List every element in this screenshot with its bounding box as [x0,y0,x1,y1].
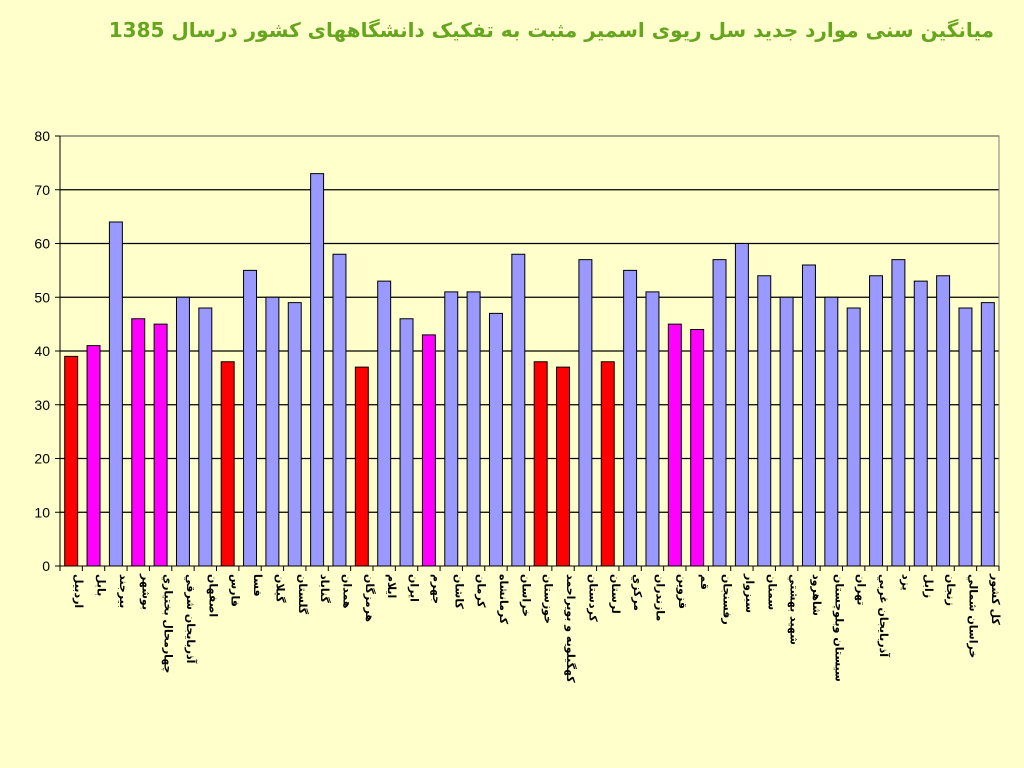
bar [421,334,436,567]
bar [958,307,973,567]
x-tick-label: هرمزگان [363,574,376,622]
bar [64,355,79,567]
bar [667,323,682,567]
bar [645,291,660,567]
x-tick-label: خراسان شمالي [966,574,979,658]
x-tick-label: فسا [251,574,264,597]
bar [779,296,794,567]
x-tick-label: آذربايجان غربي [877,574,891,657]
x-tick-label: ايلام [385,574,398,598]
y-tick-label: 80 [34,128,50,144]
bar [578,259,593,567]
x-tick-label: كل كشور [989,573,1002,625]
bar [712,259,727,567]
x-tick-label: سيستان وبلوچستان [832,574,845,682]
bar [354,366,369,567]
x-tick-label: چهارمحال بختياري [162,574,175,673]
x-tick-label: كهگيلويه و بويراحمد [564,574,577,683]
x-tick-label: گلستان [296,574,309,615]
x-tick-label: كرمانشاه [497,574,510,625]
x-tick-label: سبزوار [743,573,756,613]
x-tick-label: بابل [95,574,108,596]
x-tick-label: گيلان [273,574,286,603]
bar [936,275,951,567]
x-tick-label: جهرم [430,574,443,604]
bar [332,253,347,567]
x-tick-label: شاهرود [810,574,823,616]
bar [734,243,749,567]
x-tick-label: يزد [899,574,912,591]
bar [377,280,392,567]
bar [243,269,258,567]
bar [690,329,705,567]
bar [801,264,816,567]
bar [466,291,481,567]
x-axis: اردبيل بابل بيرجند بوشهر چهارمحال بختياري آذر… [59,565,1002,683]
bar [287,302,302,567]
y-tick-label: 60 [34,236,50,252]
x-tick-label: زنجان [944,574,957,606]
bar [511,253,526,567]
bar [623,269,638,567]
bar [869,275,884,567]
bar [488,312,503,567]
bar [980,302,995,567]
y-tick-label: 70 [34,182,50,198]
x-tick-label: قزوين [676,574,689,609]
x-tick-label: فارس [229,574,242,607]
x-tick-label: رفسنجان [721,574,734,625]
y-tick-label: 30 [34,397,50,413]
x-tick-label: لرستان [609,574,622,614]
x-tick-label: ايران [408,574,421,602]
x-tick-label: شهيد بهشتي [788,574,801,645]
x-tick-label: تهران [855,574,868,605]
x-tick-label: بيرجند [117,574,130,608]
x-tick-label: گناباد [318,574,331,604]
x-tick-label: قم [698,574,711,590]
bars [64,173,995,567]
bar [846,307,861,567]
x-tick-label: آذربايجان شرقي [184,574,198,664]
y-tick-label: 20 [34,451,50,467]
x-tick-label: اصفهان [206,574,219,617]
x-tick-label: زابل [922,574,935,598]
x-tick-label: كاشان [452,574,465,609]
bar [600,361,615,567]
x-tick-label: همدان [340,574,353,609]
x-tick-label: مازندران [653,574,666,621]
x-tick-label: مركزي [631,574,644,611]
x-tick-label: كردستان [586,574,599,622]
bar [153,323,168,567]
bar [757,275,772,567]
bar [220,361,235,567]
y-tick-label: 40 [34,343,50,359]
bar [175,296,190,567]
bar [198,307,213,567]
y-axis: 0 10 20 30 40 50 60 70 80 [34,128,61,574]
bar [891,259,906,567]
x-tick-label: كرمان [475,574,488,608]
bar [108,221,123,567]
bar [310,173,325,567]
bar [265,296,280,567]
x-tick-label: بوشهر [139,573,152,610]
x-tick-label: سمنان [765,574,778,610]
bar [533,361,548,567]
x-tick-label: خراسان [519,574,532,617]
y-tick-label: 0 [42,558,50,574]
y-tick-label: 10 [34,504,50,520]
y-tick-label: 50 [34,289,50,305]
bar [399,318,414,567]
bar [824,296,839,567]
bar [556,366,571,567]
bar [444,291,459,567]
bar [86,345,101,567]
bar [131,318,146,567]
bar [913,280,928,567]
chart-title: میانگین سنی موارد جدید سل ریوی اسمیر مثب… [108,18,994,42]
x-tick-label: خوزستان [542,574,555,624]
x-tick-label: اردبيل [72,574,85,608]
